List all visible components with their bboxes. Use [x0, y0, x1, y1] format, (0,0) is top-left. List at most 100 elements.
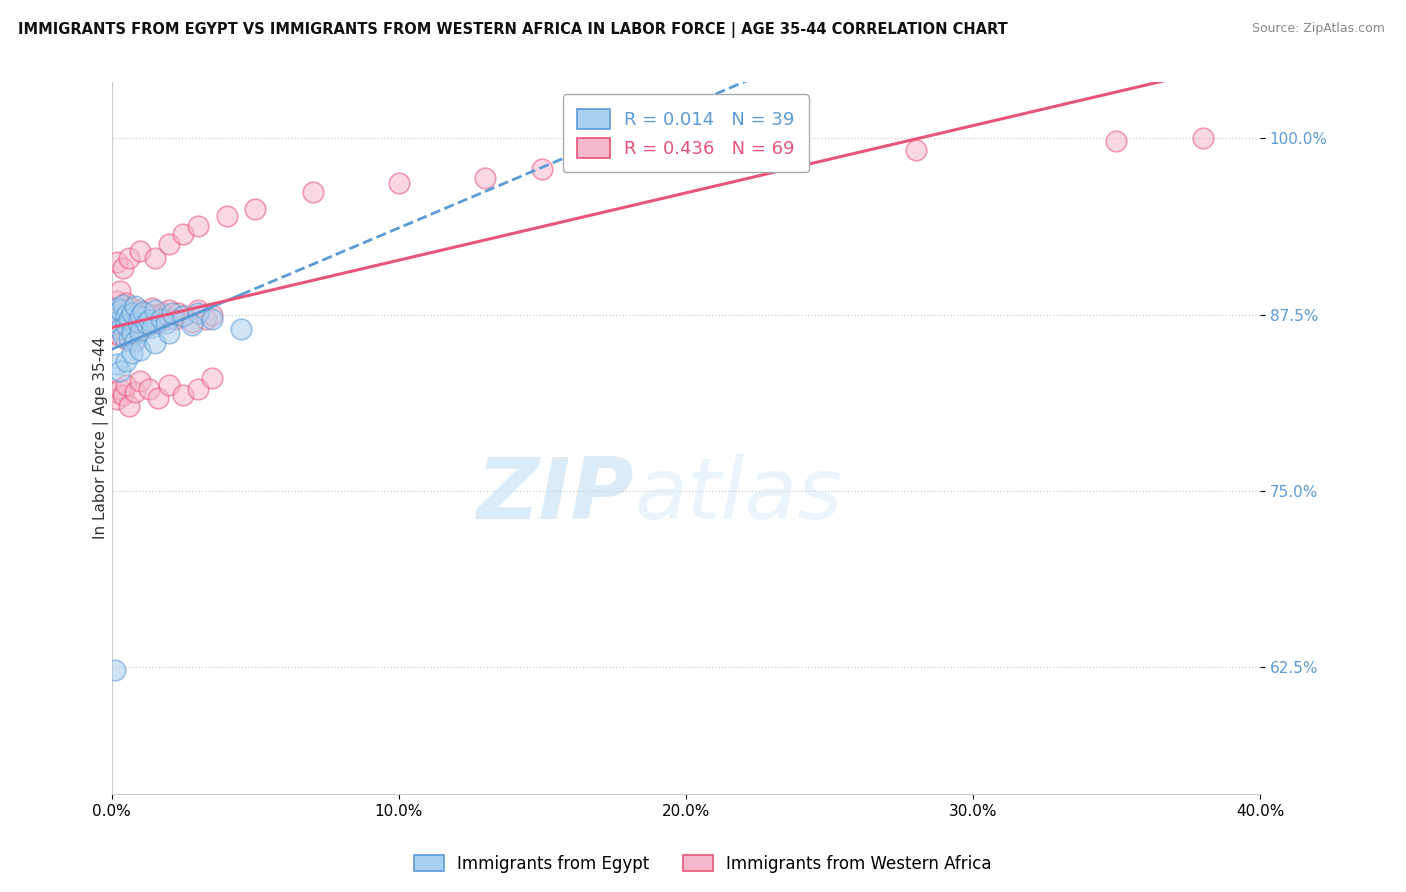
Point	[135, 316, 157, 330]
Point	[301, 185, 323, 199]
Point	[103, 385, 125, 400]
Point	[181, 318, 204, 332]
Legend: Immigrants from Egypt, Immigrants from Western Africa: Immigrants from Egypt, Immigrants from W…	[408, 848, 998, 880]
Text: IMMIGRANTS FROM EGYPT VS IMMIGRANTS FROM WESTERN AFRICA IN LABOR FORCE | AGE 35-: IMMIGRANTS FROM EGYPT VS IMMIGRANTS FROM…	[18, 22, 1008, 38]
Point	[110, 364, 132, 378]
Point	[115, 332, 138, 346]
Point	[112, 388, 135, 402]
Point	[155, 316, 177, 330]
Point	[103, 326, 125, 340]
Point	[166, 306, 188, 320]
Point	[132, 305, 155, 319]
Point	[107, 255, 129, 269]
Point	[107, 293, 129, 308]
Point	[155, 312, 177, 326]
Point	[124, 299, 146, 313]
Point	[733, 148, 755, 162]
Point	[129, 322, 152, 336]
Point	[201, 312, 224, 326]
Point	[187, 383, 209, 397]
Point	[112, 261, 135, 276]
Point	[118, 312, 141, 326]
Point	[118, 400, 141, 414]
Point	[110, 383, 132, 397]
Point	[107, 357, 129, 371]
Point	[617, 153, 640, 167]
Point	[103, 663, 125, 677]
Point	[143, 252, 166, 266]
Point	[110, 308, 132, 322]
Point	[132, 312, 155, 326]
Legend: R = 0.014   N = 39, R = 0.436   N = 69: R = 0.014 N = 39, R = 0.436 N = 69	[562, 95, 808, 172]
Point	[103, 308, 125, 322]
Point	[129, 374, 152, 388]
Point	[172, 309, 194, 323]
Y-axis label: In Labor Force | Age 35-44: In Labor Force | Age 35-44	[93, 337, 108, 540]
Point	[163, 312, 186, 326]
Point	[129, 325, 152, 339]
Point	[118, 252, 141, 266]
Point	[187, 303, 209, 318]
Point	[143, 335, 166, 350]
Point	[201, 371, 224, 385]
Point	[129, 343, 152, 357]
Point	[146, 315, 169, 329]
Point	[181, 315, 204, 329]
Point	[124, 332, 146, 346]
Point	[157, 303, 180, 318]
Point	[115, 378, 138, 392]
Point	[107, 301, 129, 315]
Point	[107, 392, 129, 407]
Point	[141, 301, 163, 315]
Point	[138, 313, 160, 327]
Point	[201, 308, 224, 322]
Point	[143, 308, 166, 322]
Point	[146, 391, 169, 405]
Point	[160, 306, 183, 320]
Point	[118, 332, 141, 346]
Point	[152, 306, 174, 320]
Point	[112, 303, 135, 318]
Point	[474, 170, 496, 185]
Point	[121, 301, 143, 315]
Point	[172, 309, 194, 323]
Point	[149, 312, 172, 326]
Point	[127, 315, 149, 329]
Point	[215, 209, 238, 223]
Point	[110, 303, 132, 318]
Point	[129, 309, 152, 323]
Point	[138, 383, 160, 397]
Text: ZIP: ZIP	[477, 454, 634, 537]
Point	[187, 219, 209, 233]
Point	[124, 334, 146, 349]
Point	[135, 306, 157, 320]
Point	[121, 345, 143, 359]
Point	[195, 312, 218, 326]
Point	[110, 328, 132, 343]
Point	[245, 202, 267, 216]
Point	[388, 177, 411, 191]
Point	[187, 306, 209, 320]
Point	[124, 308, 146, 322]
Point	[112, 318, 135, 332]
Point	[112, 328, 135, 343]
Point	[121, 322, 143, 336]
Point	[1105, 134, 1128, 148]
Point	[129, 244, 152, 259]
Point	[118, 306, 141, 320]
Point	[121, 326, 143, 340]
Point	[124, 385, 146, 400]
Point	[115, 296, 138, 310]
Point	[115, 318, 138, 332]
Text: Source: ZipAtlas.com: Source: ZipAtlas.com	[1251, 22, 1385, 36]
Point	[107, 315, 129, 329]
Point	[143, 303, 166, 318]
Point	[110, 284, 132, 298]
Point	[103, 301, 125, 315]
Point	[157, 237, 180, 252]
Point	[112, 298, 135, 312]
Point	[141, 320, 163, 334]
Point	[172, 227, 194, 242]
Point	[157, 326, 180, 340]
Point	[110, 322, 132, 336]
